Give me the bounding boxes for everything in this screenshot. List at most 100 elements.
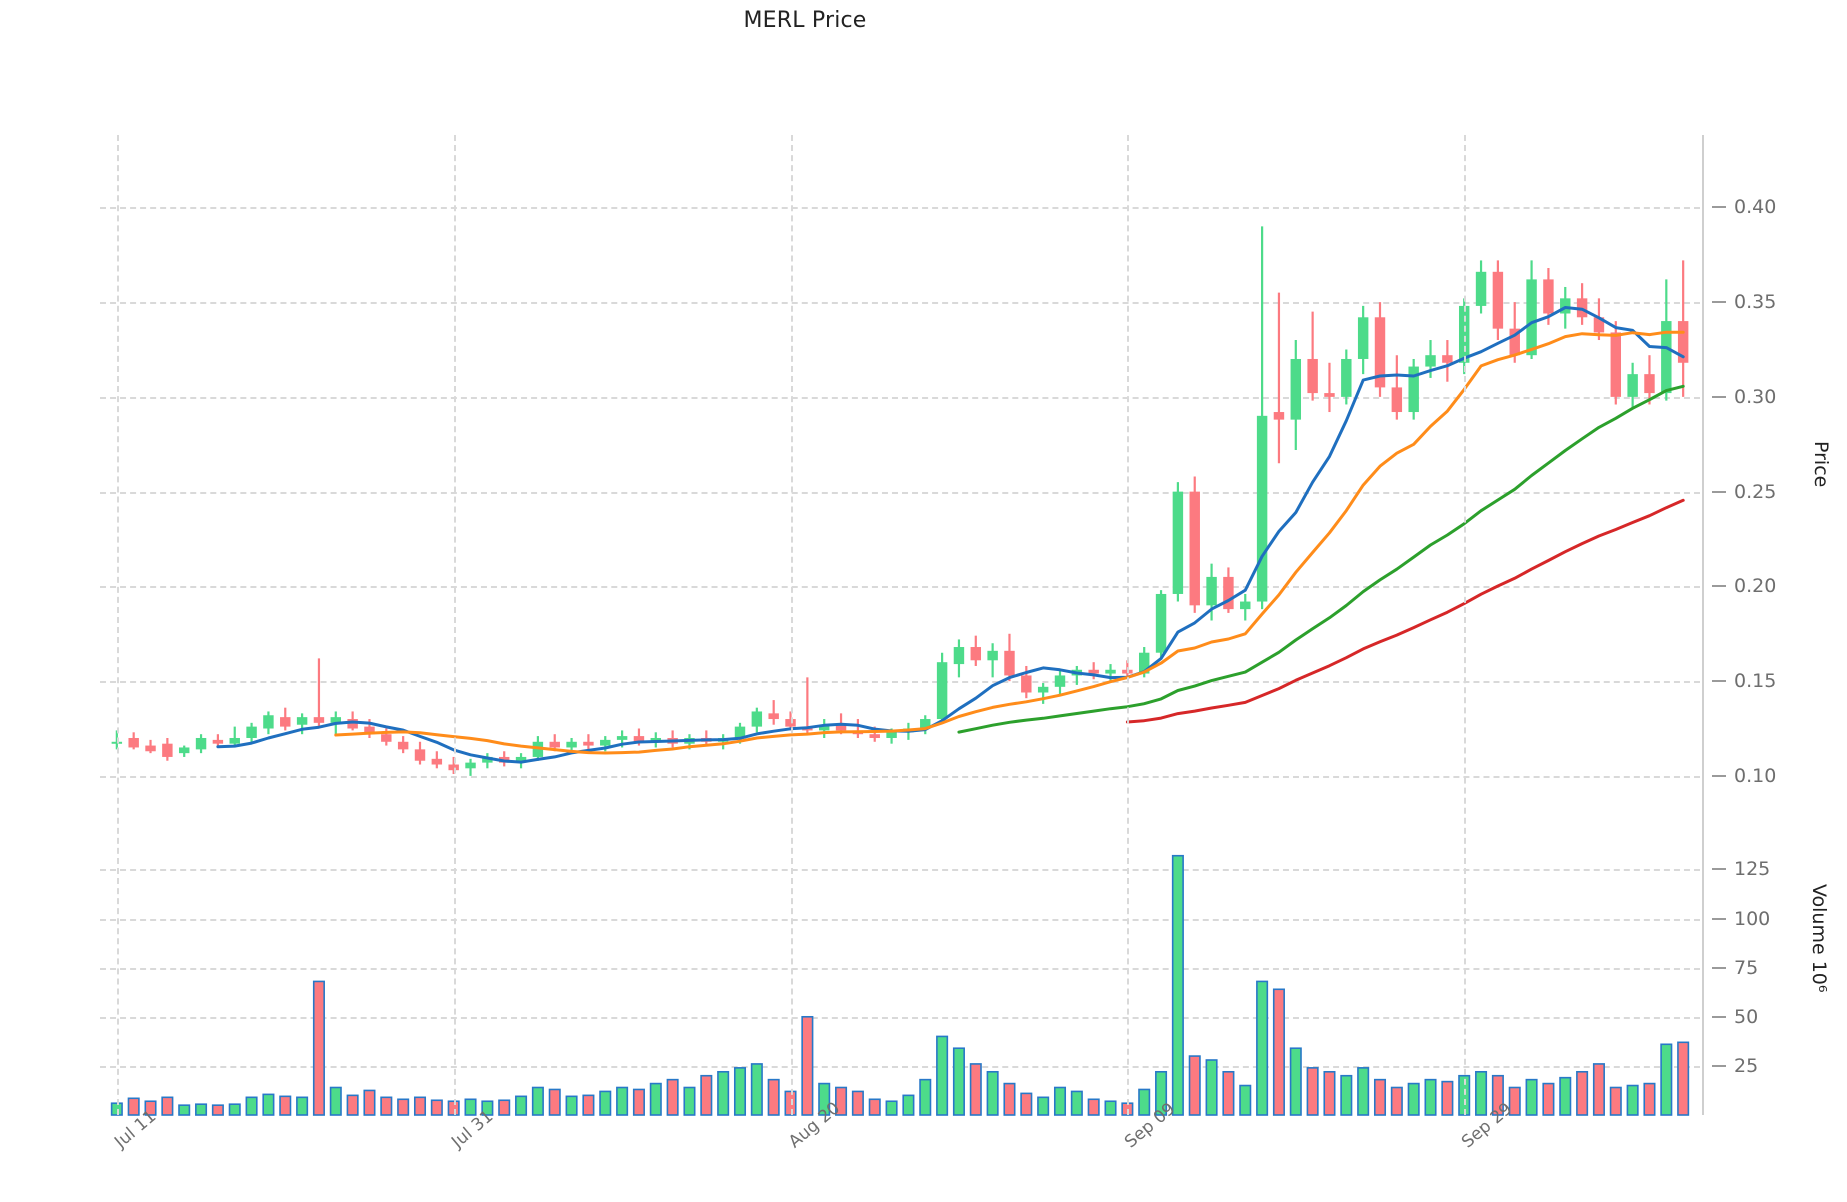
candle-body [1341,358,1352,397]
volume-bar [801,1015,814,1116]
volume-bar [178,1104,191,1116]
volume-bar [245,1096,258,1116]
volume-bar [296,1096,309,1116]
candle-body [987,650,998,661]
candle-body [818,724,830,731]
candle-body [633,736,645,742]
ma-line-ma_fast [216,306,1685,764]
volume-bar [1491,1074,1504,1116]
candle-body [1374,317,1386,388]
gridline [100,918,1700,921]
volume-axis-title: Volume 10⁶ [1808,884,1830,993]
volume-bar [1003,1082,1016,1116]
volume-bar [144,1100,157,1116]
candle-body [1442,355,1453,363]
candle-body [1155,593,1167,653]
candle-body [549,741,560,748]
candle-body [381,734,392,742]
candle-body [263,715,274,729]
candle-body [734,726,746,738]
candle-body [1189,491,1200,606]
volume-bar [413,1096,427,1116]
volume-bar [430,1099,443,1116]
gridline [100,967,1700,970]
candle-body [162,743,173,757]
gridline [100,302,1700,305]
volume-bar [1171,854,1184,1116]
candle-body [431,758,443,765]
candle-body [1391,387,1403,413]
candle-body [1543,279,1554,314]
axis-tick-mark [1712,1064,1726,1067]
volume-bar [481,1100,494,1116]
volume-bar [835,1086,848,1116]
candle-body [1627,374,1638,397]
volume-bar [127,1097,140,1116]
price-tick-label: 0.15 [1734,670,1777,693]
volume-axis-label: Volume 10⁶ [1808,884,1830,993]
volume-bar [1424,1078,1437,1116]
candle-body [246,726,257,738]
gridline-vertical [790,135,793,1115]
candle-body [566,741,577,748]
candle-body [1509,328,1520,356]
volume-tick-label: 75 [1734,956,1759,979]
candle-body [1677,321,1689,363]
candle-body [1408,366,1419,413]
volume-bar [195,1103,208,1116]
volume-bar [498,1099,511,1116]
volume-bar [1660,1043,1673,1116]
gridline [100,869,1700,872]
volume-bar [717,1070,730,1116]
candle-body [650,737,662,742]
volume-bar [228,1103,241,1116]
volume-bar [1087,1098,1100,1116]
price-tick-label: 0.25 [1734,480,1777,503]
candle-body [886,732,897,738]
gridline [100,1016,1700,1019]
candle-body [1273,412,1285,420]
price-panel [100,160,1700,810]
volume-bar [548,1088,561,1116]
candle-body [1172,491,1184,594]
volume-tick-label: 125 [1734,858,1771,881]
volume-bar [1289,1047,1302,1116]
volume-bar [161,1096,174,1116]
volume-bar [1542,1082,1555,1116]
volume-bar [1340,1074,1353,1116]
candle-body [1425,355,1436,367]
volume-bar [818,1082,831,1116]
volume-bar [515,1095,528,1116]
volume-bar [1222,1070,1235,1116]
axis-tick-mark [1712,868,1726,871]
volume-bar [1592,1063,1605,1116]
axis-tick-mark [1712,917,1726,920]
price-series [111,226,1689,776]
candle-body [1290,358,1302,420]
candle-body [1307,358,1318,394]
volume-bar [1138,1088,1151,1116]
volume-bar [1104,1100,1117,1116]
gridline [100,491,1700,494]
gridline-vertical [1464,135,1467,1115]
candle-body [1324,393,1335,397]
candle-body [1105,669,1116,674]
volume-bar [1188,1055,1201,1116]
candle-body [1357,317,1369,359]
volume-bar [1205,1059,1218,1116]
axis-tick-mark [1712,301,1726,304]
candle-body [1240,601,1251,610]
volume-bar [1357,1067,1370,1116]
candle-body [1021,675,1032,693]
volume-bar [363,1089,376,1116]
volume-bar [936,1035,949,1116]
price-axis-title: Price [1810,440,1832,488]
volume-bar [1626,1084,1639,1116]
volume-bar [262,1093,275,1116]
candle-body [1054,675,1066,687]
axis-tick-mark [1712,1015,1726,1018]
volume-bar [733,1067,747,1116]
page-title: MERL Price [743,8,867,33]
volume-bar [1576,1070,1589,1116]
candle-body [1475,271,1487,306]
